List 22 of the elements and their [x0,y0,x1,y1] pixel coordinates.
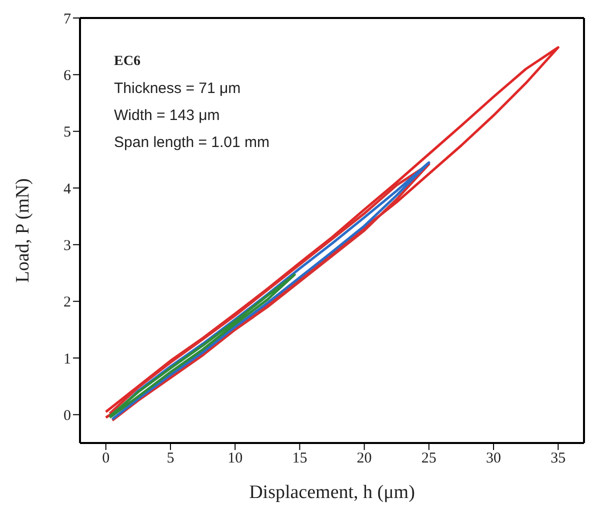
y-tick-label: 2 [64,294,71,311]
y-tick-label: 6 [64,68,72,84]
y-tick-label: 5 [64,124,71,141]
annotation: EC6 [114,53,142,71]
y-tick-label: 1 [64,351,71,368]
annotation: Span length = 1.01 mm [114,133,270,153]
y-axis-title: Load, P (mN) [12,178,34,283]
x-tick-label: 30 [486,450,502,467]
x-tick-label: 25 [421,450,436,467]
y-tick-label: 0 [64,408,71,424]
y-tick-label: 7 [64,11,72,28]
annotation: Width = 143 μm [114,106,221,126]
x-tick-label: 0 [102,450,110,467]
x-tick-label: 15 [292,450,308,467]
annotation: Thickness = 71 μm [114,79,242,99]
x-tick-label: 35 [550,450,566,467]
x-tick-label: 20 [356,450,372,467]
y-tick-label: 4 [64,181,72,198]
x-axis-title: Displacement, h (μm) [249,482,415,503]
x-tick-label: 10 [228,450,243,467]
x-tick-label: 5 [166,450,174,467]
y-tick-label: 3 [64,238,71,254]
